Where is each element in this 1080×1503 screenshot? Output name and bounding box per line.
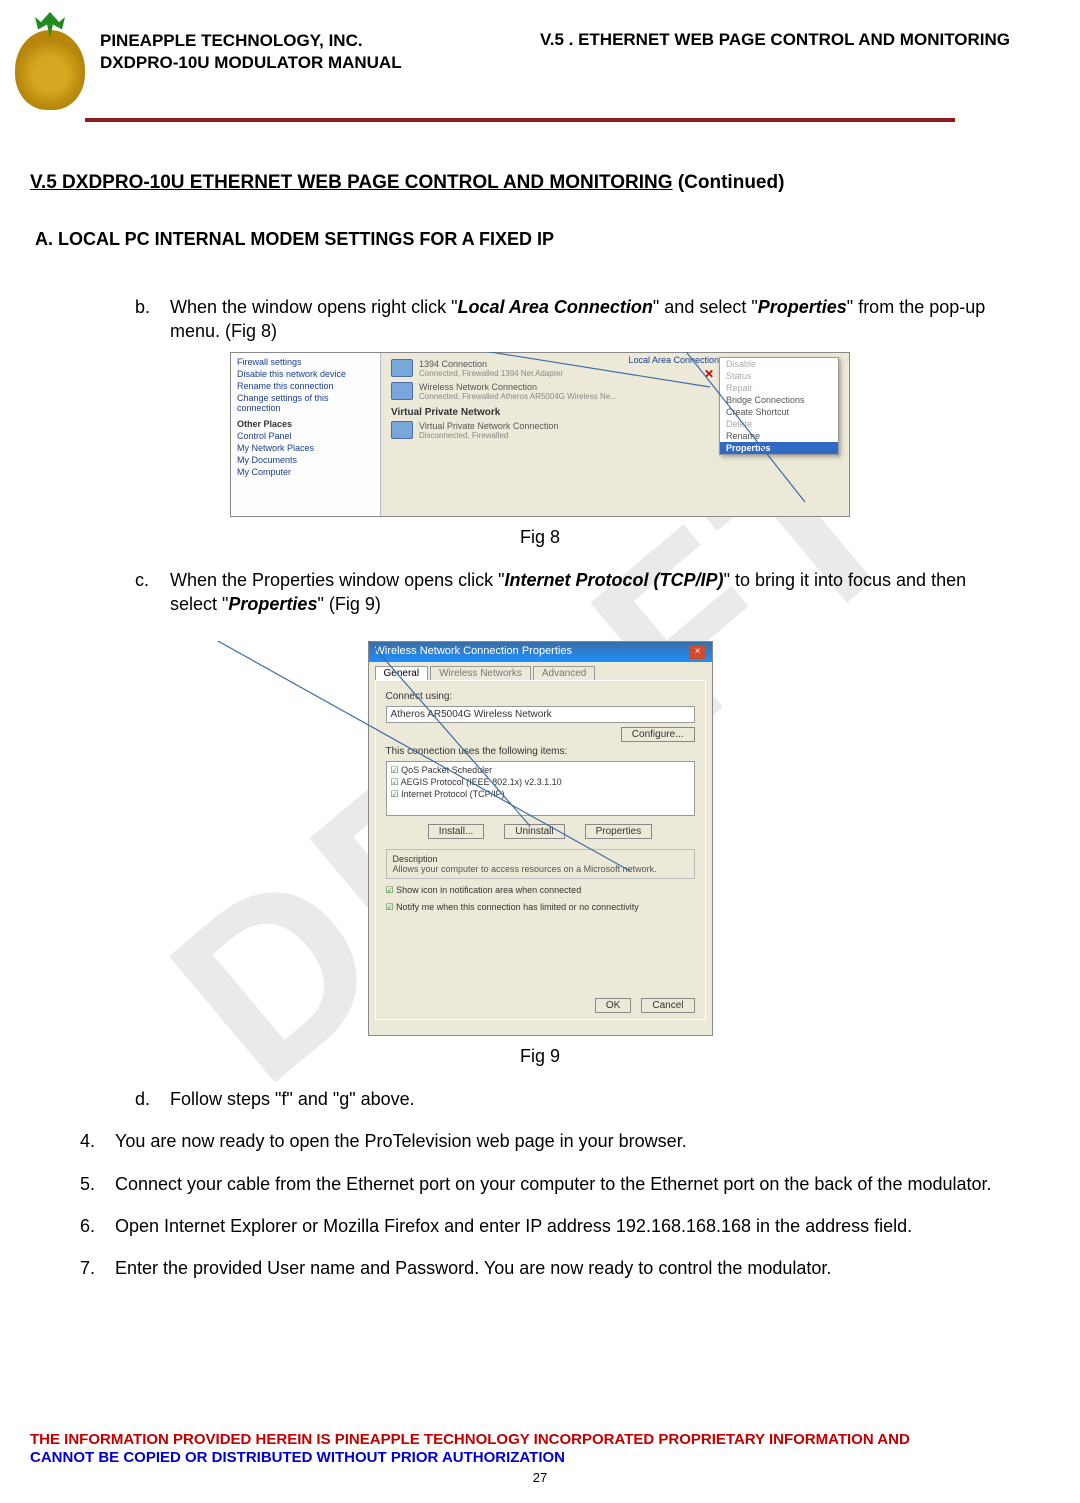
company-name: PINEAPPLE TECHNOLOGY, INC. — [100, 30, 402, 52]
figure-9-caption: Fig 9 — [70, 1046, 1010, 1067]
install-button: Install... — [428, 824, 484, 839]
properties-button: Properties — [585, 824, 653, 839]
adapter-field: Atheros AR5004G Wireless Network — [386, 706, 695, 723]
context-menu: Disable Status Repair Bridge Connections… — [719, 357, 839, 455]
uninstall-button: Uninstall — [504, 824, 564, 839]
notify-checkbox: Notify me when this connection has limit… — [386, 902, 695, 913]
step-5: 5.Connect your cable from the Ethernet p… — [80, 1172, 1010, 1196]
step-c: c. When the Properties window opens clic… — [135, 568, 1010, 617]
disconnected-x-icon: ✕ — [704, 367, 714, 381]
step-6: 6.Open Internet Explorer or Mozilla Fire… — [80, 1214, 1010, 1238]
local-area-connection-label: Local Area Connection — [628, 355, 719, 365]
section-heading: V.5 DXDPRO-10U ETHERNET WEB PAGE CONTROL… — [30, 172, 1010, 194]
step-4: 4.You are now ready to open the ProTelev… — [80, 1129, 1010, 1153]
figure-9-screenshot: Wireless Network Connection Properties ×… — [368, 641, 713, 1036]
menu-item-delete: Delete — [720, 418, 838, 430]
network-adapter-icon — [391, 359, 413, 377]
show-icon-checkbox: Show icon in notification area when conn… — [386, 885, 695, 896]
page-footer: THE INFORMATION PROVIDED HEREIN IS PINEA… — [30, 1431, 1050, 1486]
menu-item-bridge: Bridge Connections — [720, 394, 838, 406]
page-header: PINEAPPLE TECHNOLOGY, INC. DXDPRO-10U MO… — [70, 30, 1010, 110]
step-7: 7.Enter the provided User name and Passw… — [80, 1256, 1010, 1280]
dialog-titlebar: Wireless Network Connection Properties × — [369, 642, 712, 662]
configure-button: Configure... — [621, 727, 695, 742]
cancel-button: Cancel — [641, 998, 694, 1013]
tab-general: General — [375, 666, 429, 680]
fig8-tasks-panel: Firewall settings Disable this network d… — [231, 353, 381, 516]
item-qos: QoS Packet Scheduler — [391, 765, 690, 776]
fig8-connections-panel: 1394 ConnectionConnected, Firewalled 139… — [381, 353, 849, 516]
menu-item-disable: Disable — [720, 358, 838, 370]
description-box: Description Allows your computer to acce… — [386, 849, 695, 879]
subsection-a-heading: A. LOCAL PC INTERNAL MODEM SETTINGS FOR … — [35, 229, 1010, 250]
tab-advanced: Advanced — [533, 666, 595, 680]
network-adapter-icon — [391, 382, 413, 400]
item-tcpip: Internet Protocol (TCP/IP) — [391, 789, 690, 800]
footer-line1: THE INFORMATION PROVIDED HEREIN IS PINEA… — [30, 1431, 910, 1448]
connection-items-list: QoS Packet Scheduler AEGIS Protocol (IEE… — [386, 761, 695, 816]
figure-8-screenshot: Firewall settings Disable this network d… — [230, 352, 850, 517]
ok-button: OK — [595, 998, 631, 1013]
step-b: b. When the window opens right click "Lo… — [135, 295, 1010, 344]
menu-item-shortcut: Create Shortcut — [720, 406, 838, 418]
menu-item-repair: Repair — [720, 382, 838, 394]
menu-item-properties: Properties — [720, 442, 838, 454]
network-adapter-icon — [391, 421, 413, 439]
manual-title: DXDPRO-10U MODULATOR MANUAL — [100, 52, 402, 74]
chapter-title: V.5 . ETHERNET WEB PAGE CONTROL AND MONI… — [540, 30, 1010, 50]
menu-item-status: Status — [720, 370, 838, 382]
item-aegis: AEGIS Protocol (IEEE 802.1x) v2.3.1.10 — [391, 777, 690, 788]
close-icon: × — [690, 645, 706, 659]
figure-8-caption: Fig 8 — [70, 527, 1010, 548]
page-number: 27 — [30, 1470, 1050, 1485]
footer-line2: CANNOT BE COPIED OR DISTRIBUTED WITHOUT … — [30, 1449, 565, 1466]
pineapple-logo-icon — [15, 30, 85, 110]
menu-item-rename: Rename — [720, 430, 838, 442]
dialog-tabs: General Wireless Networks Advanced — [369, 662, 712, 680]
tab-wireless: Wireless Networks — [430, 666, 531, 680]
step-d: d. Follow steps "f" and "g" above. — [135, 1087, 1010, 1111]
